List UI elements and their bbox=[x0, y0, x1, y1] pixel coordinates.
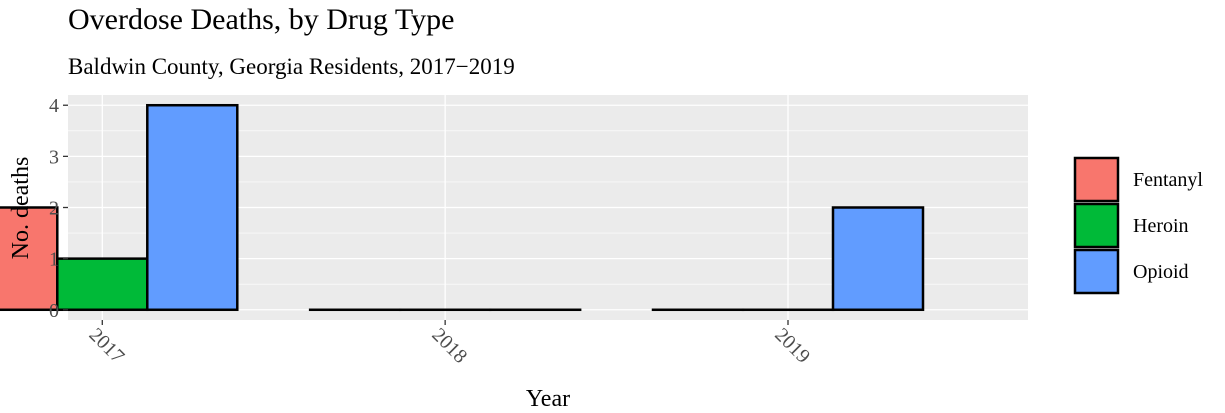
bar-fentanyl-2017 bbox=[0, 206, 59, 312]
y-axis-label: No. deaths bbox=[8, 157, 34, 260]
legend-label-opioid: Opioid bbox=[1133, 261, 1189, 283]
legend-key-fentanyl bbox=[1073, 156, 1120, 203]
legend-key-opioid bbox=[1073, 248, 1120, 295]
y-tick-label: 2 bbox=[49, 198, 59, 220]
y-tick-label: 3 bbox=[49, 146, 59, 168]
y-tick-label: 4 bbox=[49, 95, 59, 117]
y-tick-label: 0 bbox=[49, 300, 59, 322]
legend: Fentanyl Heroin Opioid bbox=[1073, 156, 1203, 295]
y-tick-label: 1 bbox=[49, 249, 59, 271]
x-tick-label: 2019 bbox=[770, 324, 814, 368]
bar-opioid-2017 bbox=[146, 103, 239, 312]
bar-opioid-2019 bbox=[831, 206, 925, 312]
bars bbox=[0, 103, 925, 312]
x-tick-label: 2018 bbox=[427, 324, 471, 368]
x-tick-label: 2017 bbox=[85, 324, 129, 368]
chart-title: Overdose Deaths, by Drug Type bbox=[68, 3, 455, 36]
legend-label-fentanyl: Fentanyl bbox=[1133, 169, 1203, 191]
chart-subtitle: Baldwin County, Georgia Residents, 2017−… bbox=[68, 54, 515, 79]
legend-key-heroin bbox=[1073, 202, 1120, 249]
legend-label-heroin: Heroin bbox=[1133, 215, 1189, 237]
bar-heroin-2017 bbox=[56, 257, 149, 312]
x-axis-label: Year bbox=[526, 386, 570, 412]
